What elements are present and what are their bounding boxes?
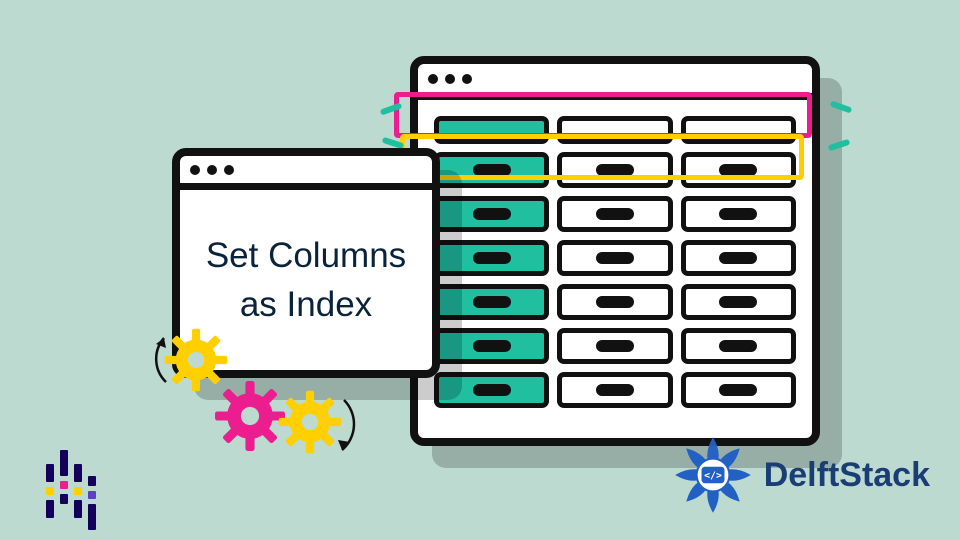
accent-dash-icon bbox=[828, 139, 851, 152]
table-area bbox=[418, 100, 812, 424]
table-cell bbox=[434, 372, 549, 408]
table-cell bbox=[434, 196, 549, 232]
accent-dash-icon bbox=[830, 100, 853, 113]
table-cell bbox=[681, 240, 796, 276]
pandas-logo-icon bbox=[46, 464, 96, 518]
window-dot-icon bbox=[428, 74, 438, 84]
table-cell bbox=[681, 328, 796, 364]
header-cell bbox=[681, 116, 796, 144]
window-dot-icon bbox=[207, 165, 217, 175]
table-cell bbox=[557, 328, 672, 364]
table-cell bbox=[557, 196, 672, 232]
window-dot-icon bbox=[190, 165, 200, 175]
table-cell bbox=[434, 328, 549, 364]
table-cell bbox=[434, 152, 549, 188]
title-line-2: as Index bbox=[240, 285, 372, 324]
gear-yellow-2-icon bbox=[276, 388, 344, 461]
table-window bbox=[410, 56, 820, 446]
delftstack-text: DelftStack bbox=[764, 456, 930, 495]
header-cell bbox=[557, 116, 672, 144]
header-cell bbox=[434, 116, 549, 144]
table-cell bbox=[681, 152, 796, 188]
delftstack-logo: </> DelftStack bbox=[672, 434, 930, 516]
title-window-titlebar bbox=[180, 156, 432, 190]
table-cell bbox=[681, 284, 796, 320]
table-cell bbox=[681, 196, 796, 232]
code-badge-text: </> bbox=[704, 470, 722, 481]
window-dot-icon bbox=[224, 165, 234, 175]
table-cell bbox=[557, 240, 672, 276]
table-cell bbox=[557, 372, 672, 408]
table-cell bbox=[434, 240, 549, 276]
accent-dash-icon bbox=[380, 102, 403, 115]
table-cell bbox=[681, 372, 796, 408]
table-cell bbox=[557, 152, 672, 188]
table-window-titlebar bbox=[418, 64, 812, 100]
mandala-icon: </> bbox=[672, 434, 754, 516]
table-cell bbox=[557, 284, 672, 320]
window-dot-icon bbox=[462, 74, 472, 84]
window-dot-icon bbox=[445, 74, 455, 84]
table-cell bbox=[434, 284, 549, 320]
table-grid bbox=[434, 116, 796, 408]
title-line-1: Set Columns bbox=[206, 236, 406, 275]
